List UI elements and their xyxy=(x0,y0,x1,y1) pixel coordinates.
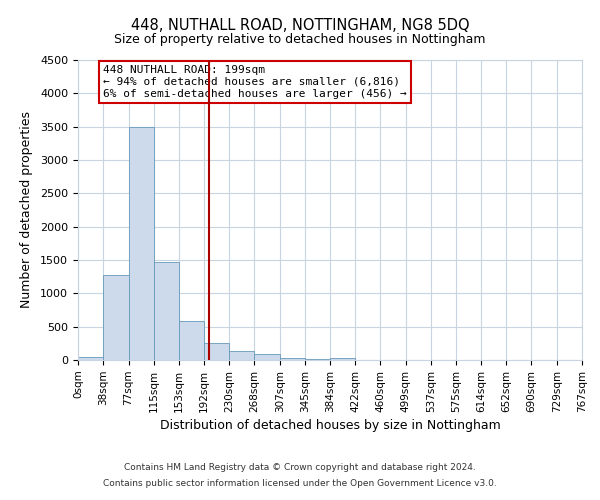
Bar xyxy=(229,350,254,360)
Bar xyxy=(78,356,103,360)
Text: 448 NUTHALL ROAD: 199sqm
← 94% of detached houses are smaller (6,816)
6% of semi: 448 NUTHALL ROAD: 199sqm ← 94% of detach… xyxy=(103,66,407,98)
X-axis label: Distribution of detached houses by size in Nottingham: Distribution of detached houses by size … xyxy=(160,419,500,432)
Bar xyxy=(331,358,355,360)
Bar xyxy=(103,274,128,360)
Text: Contains public sector information licensed under the Open Government Licence v3: Contains public sector information licen… xyxy=(103,478,497,488)
Bar xyxy=(128,126,154,360)
Text: 448, NUTHALL ROAD, NOTTINGHAM, NG8 5DQ: 448, NUTHALL ROAD, NOTTINGHAM, NG8 5DQ xyxy=(131,18,469,32)
Bar xyxy=(204,344,229,360)
Bar xyxy=(254,354,280,360)
Bar xyxy=(305,358,331,360)
Bar xyxy=(179,322,204,360)
Y-axis label: Number of detached properties: Number of detached properties xyxy=(20,112,33,308)
Bar xyxy=(154,262,179,360)
Text: Contains HM Land Registry data © Crown copyright and database right 2024.: Contains HM Land Registry data © Crown c… xyxy=(124,464,476,472)
Bar xyxy=(280,358,305,360)
Text: Size of property relative to detached houses in Nottingham: Size of property relative to detached ho… xyxy=(114,32,486,46)
